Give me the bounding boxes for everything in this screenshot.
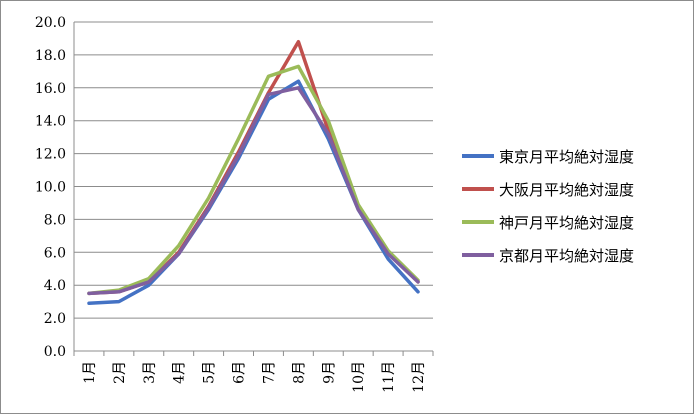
x-tick-label: 7月 — [261, 361, 277, 384]
legend-label: 大阪月平均絶対湿度 — [499, 181, 634, 199]
y-tick-label: 0.0 — [44, 344, 66, 360]
x-tick-label: 1月 — [82, 361, 98, 384]
y-tick-label: 12.0 — [35, 147, 66, 163]
y-axis-ticks: 0.0 2.0 4.0 6.0 8.0 10.0 12.0 14.0 16.0 18.0 20.0 — [35, 15, 66, 360]
y-tick-label: 10.0 — [35, 180, 66, 196]
x-axis-ticks: 1月 2月 3月 4月 5月 6月 7月 8月 9月 10月 11月 12月 — [73, 351, 434, 393]
legend-label: 神戸月平均絶対湿度 — [499, 214, 634, 232]
legend-label: 京都月平均絶対湿度 — [499, 247, 634, 265]
legend-label: 東京月平均絶対湿度 — [499, 148, 634, 166]
series-line-4 — [87, 86, 420, 296]
y-tick-label: 2.0 — [44, 311, 66, 327]
series-line-1 — [87, 79, 420, 306]
y-tick-label: 14.0 — [35, 114, 66, 130]
y-tick-label: 16.0 — [35, 81, 66, 97]
y-tick-label: 20.0 — [35, 15, 66, 31]
x-tick-label: 2月 — [112, 361, 128, 384]
x-tick-label: 12月 — [411, 361, 427, 393]
y-tick-label: 6.0 — [44, 245, 66, 261]
x-tick-label: 11月 — [381, 361, 397, 393]
x-tick-label: 10月 — [351, 361, 367, 393]
series-line-2 — [87, 39, 420, 296]
x-tick-label: 5月 — [202, 361, 218, 384]
y-tick-label: 4.0 — [44, 278, 66, 294]
x-tick-label: 8月 — [291, 361, 307, 384]
x-tick-label: 9月 — [321, 361, 337, 384]
series-lines — [87, 39, 420, 306]
x-tick-label: 4月 — [172, 361, 188, 384]
gridlines — [73, 21, 433, 352]
y-tick-label: 8.0 — [44, 212, 66, 228]
x-tick-label: 6月 — [232, 361, 248, 384]
y-tick-label: 18.0 — [35, 48, 66, 64]
series-line-3 — [87, 64, 420, 296]
x-tick-label: 3月 — [142, 361, 158, 384]
